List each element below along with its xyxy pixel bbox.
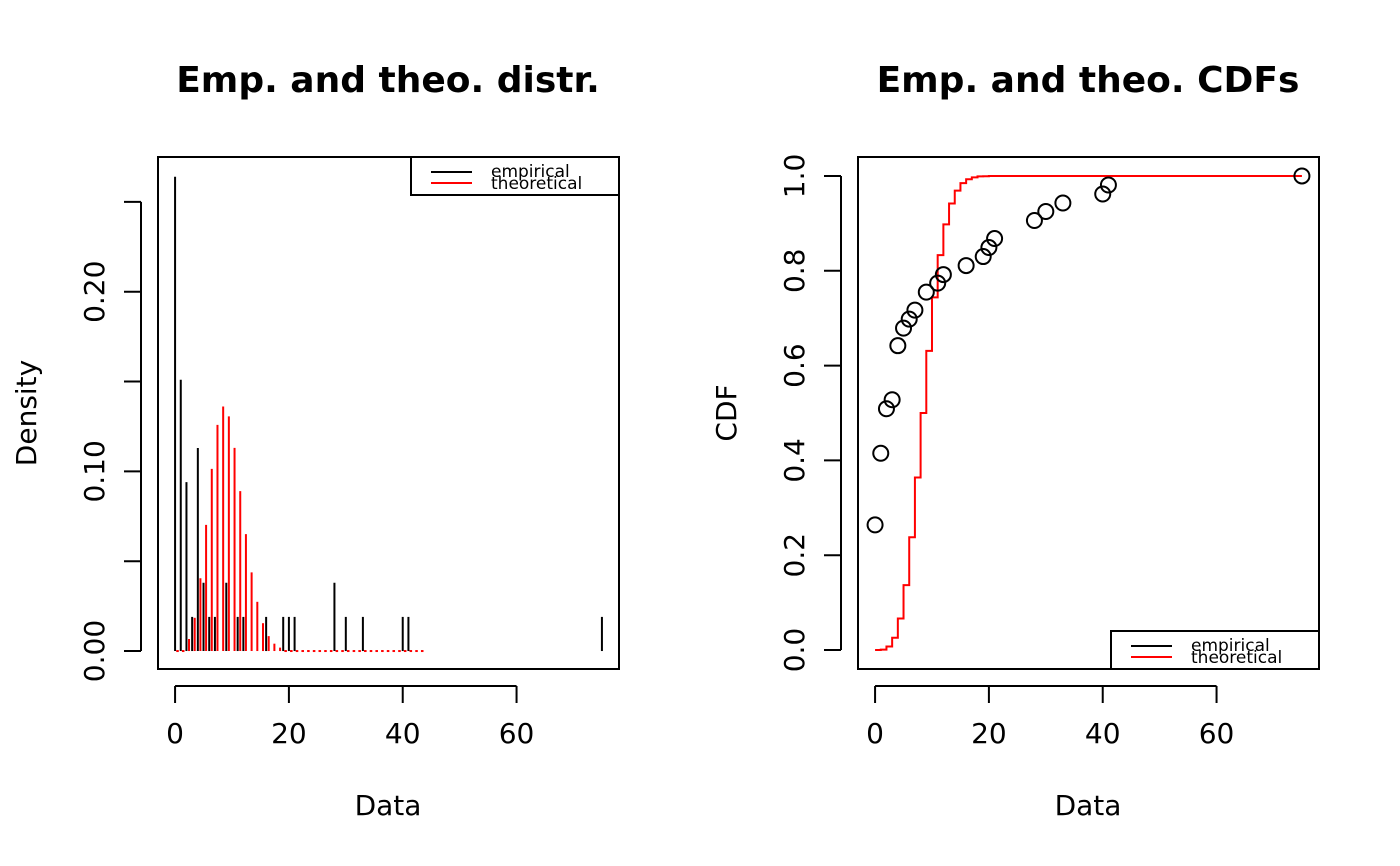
empirical-cdf-point — [957, 257, 975, 275]
density-panel: Emp. and theo. distr. 0 20 40 60 0.000.100.… — [10, 60, 620, 822]
density-y-axis: 0.00 0.10 0.20 — [78, 200, 142, 682]
cdf-x-axis-label: Data — [1055, 789, 1122, 822]
cdf-marks — [866, 167, 1311, 651]
cdf-panel-title: Emp. and theo. CDFs — [877, 60, 1300, 101]
theoretical-cdf-line — [875, 174, 1302, 651]
empirical-cdf-point — [980, 239, 998, 257]
empirical-cdf-point — [877, 400, 895, 418]
cdf-legend-box — [1110, 630, 1320, 670]
cdf-y-tick-label: 1.0 — [778, 154, 811, 199]
empirical-cdf-point — [1293, 167, 1311, 185]
density-x-tick-label: 0 — [166, 717, 184, 750]
cdf-legend-theoretical-label: theoretical — [1191, 648, 1282, 668]
density-y-tick-label: 0.00 — [78, 620, 111, 682]
density-x-axis: 0 20 40 60 — [166, 685, 535, 750]
cdf-y-axis: 0.0 0.2 0.4 0.6 0.8 1.0 — [778, 154, 842, 673]
density-legend: empirical theoretical — [410, 156, 620, 196]
cdf-x-tick-label: 40 — [1085, 717, 1121, 750]
density-x-tick-label: 20 — [271, 717, 307, 750]
density-y-axis-label: Density — [10, 360, 43, 466]
density-y-tick-label: 0.20 — [78, 261, 111, 323]
cdf-x-axis: 0 20 40 60 — [866, 685, 1235, 750]
density-plot-frame — [157, 156, 620, 670]
cdf-x-tick-label: 60 — [1199, 717, 1235, 750]
density-y-tick-label: 0.10 — [78, 440, 111, 502]
cdf-legend: empirical theoretical — [1110, 630, 1320, 670]
empirical-cdf-point — [866, 516, 884, 534]
empirical-cdf-point — [1054, 194, 1072, 212]
empirical-cdf-point — [906, 301, 924, 319]
density-x-tick-label: 60 — [499, 717, 535, 750]
cdf-y-tick-label: 0.0 — [778, 628, 811, 673]
density-legend-theoretical-label: theoretical — [491, 174, 582, 194]
empirical-cdf-point — [1025, 212, 1043, 230]
density-marks — [174, 176, 603, 653]
cdf-panel: Emp. and theo. CDFs 0 20 40 60 0.0 0.2 0.4 0.6… — [710, 60, 1320, 822]
density-panel-title: Emp. and theo. distr. — [176, 60, 600, 101]
empirical-cdf-point — [872, 444, 890, 462]
cdf-y-tick-label: 0.8 — [778, 249, 811, 294]
empirical-cdf-point — [929, 274, 947, 292]
density-x-tick-label: 40 — [385, 717, 421, 750]
empirical-cdf-point — [1099, 176, 1117, 194]
empirical-cdf-point — [1037, 203, 1055, 221]
cdf-legend-empirical-label: empirical — [1191, 636, 1270, 656]
cdf-x-tick-label: 0 — [866, 717, 884, 750]
cdf-plot-frame — [857, 156, 1320, 670]
empirical-cdf-point — [934, 266, 952, 284]
density-legend-box — [410, 156, 620, 196]
density-legend-empirical-label: empirical — [491, 162, 570, 182]
empirical-cdf-point — [895, 319, 913, 337]
empirical-cdf-point — [974, 248, 992, 266]
empirical-cdf-point — [889, 337, 907, 355]
cdf-x-tick-label: 20 — [971, 717, 1007, 750]
cdf-y-tick-label: 0.6 — [778, 343, 811, 388]
empirical-cdf-point — [917, 283, 935, 301]
empirical-cdf-point — [900, 310, 918, 328]
cdf-y-tick-label: 0.4 — [778, 438, 811, 483]
cdf-y-axis-label: CDF — [710, 384, 743, 441]
cdf-y-tick-label: 0.2 — [778, 533, 811, 578]
density-x-axis-label: Data — [355, 789, 422, 822]
empirical-cdf-point — [883, 391, 901, 409]
empirical-cdf-point — [986, 230, 1004, 248]
empirical-cdf-point — [1094, 185, 1112, 203]
